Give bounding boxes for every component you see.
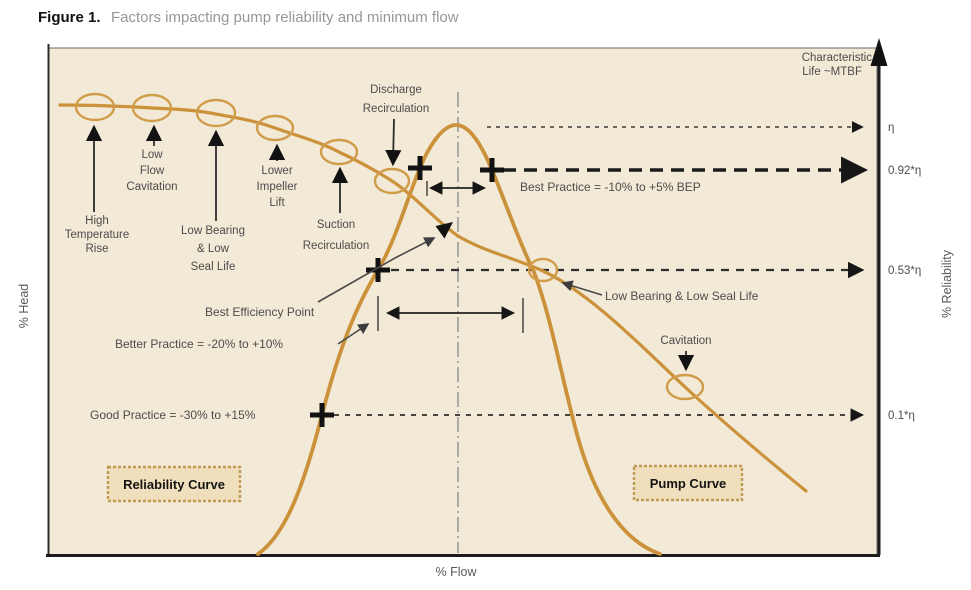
bep-bold-arrow-icon [435,222,453,239]
label-suction-recirculation-2: Recirculation [303,240,369,252]
right-axis-up-arrow-icon [870,38,888,66]
label-high-temperature-rise-3: Rise [85,243,108,255]
reliability-curve-box [106,465,242,503]
eta-092-label: 0.92*η [888,165,921,177]
eta-01-label: 0.1*η [888,410,915,422]
cross-better-practice [366,258,390,282]
ellipse-discharge-recirculation [373,167,411,195]
pump-curve-box-label: Pump Curve [650,476,727,491]
label-low-bearing-right: Low Bearing & Low Seal Life [605,289,759,303]
label-high-temperature-rise-2: Temperature [65,229,130,241]
leader-low-bearing-right [561,280,603,296]
label-discharge-recirculation-2: Recirculation [363,103,429,115]
figure-title-prefix: Figure 1. [38,9,101,26]
arrow-discharge-recirculation [385,118,402,167]
label-low-bearing-left-3: Seal Life [191,261,236,273]
label-low-bearing-left-1: Low Bearing [181,225,245,237]
ellipse-suction-recirculation [319,138,359,166]
label-high-temperature-rise-1: High [85,215,109,227]
ellipse-low-bearing-right [527,257,559,283]
right-axis-title-line2: Life ~MTBF [802,66,862,78]
figure-title-text: Factors impacting pump reliability and m… [111,9,459,26]
pump-curve-box [632,464,744,502]
leader-best-efficiency-point [317,237,436,303]
ellipse-high-temperature-rise [74,92,116,122]
y-right-axis-label: % Reliability [940,249,954,318]
label-lower-impeller-lift-1: Lower [261,165,292,177]
eta-label: η [888,122,894,134]
label-suction-recirculation-1: Suction [317,219,355,231]
right-axis-title-line1: Characteristic [802,52,873,64]
label-better-practice: Better Practice = -20% to +10% [115,337,283,351]
reliability-curve-path [256,123,662,556]
label-best-efficiency-point: Best Efficiency Point [205,305,315,319]
label-good-practice: Good Practice = -30% to +15% [90,408,256,422]
label-lower-impeller-lift-2: Impeller [257,181,298,193]
label-low-flow-cavitation-3: Cavitation [126,181,177,193]
ellipse-low-bearing-left [195,98,237,128]
y-left-axis-label: % Head [17,284,31,329]
label-low-flow-cavitation-1: Low [141,149,163,161]
label-lower-impeller-lift-3: Lift [269,197,285,209]
label-discharge-recirculation-1: Discharge [370,84,422,96]
label-best-practice: Best Practice = -10% to +5% BEP [520,180,701,194]
cross-best-practice-left [408,156,432,180]
eta-053-label: 0.53*η [888,265,921,277]
figure-title: Figure 1. Factors impacting pump reliabi… [38,9,459,26]
pump-curve-path [58,103,808,493]
x-axis-label: % Flow [436,565,478,579]
label-low-bearing-left-2: & Low [197,243,230,255]
label-cavitation: Cavitation [660,335,711,347]
ellipse-low-flow-cavitation [131,93,173,123]
leader-better-practice [337,323,370,345]
label-low-flow-cavitation-2: Flow [140,165,165,177]
ellipse-lower-impeller-lift [255,114,295,142]
ellipse-cavitation [665,373,705,401]
cross-good-practice [310,403,334,427]
cross-best-practice-right [480,158,504,182]
reliability-curve-box-label: Reliability Curve [123,477,225,492]
